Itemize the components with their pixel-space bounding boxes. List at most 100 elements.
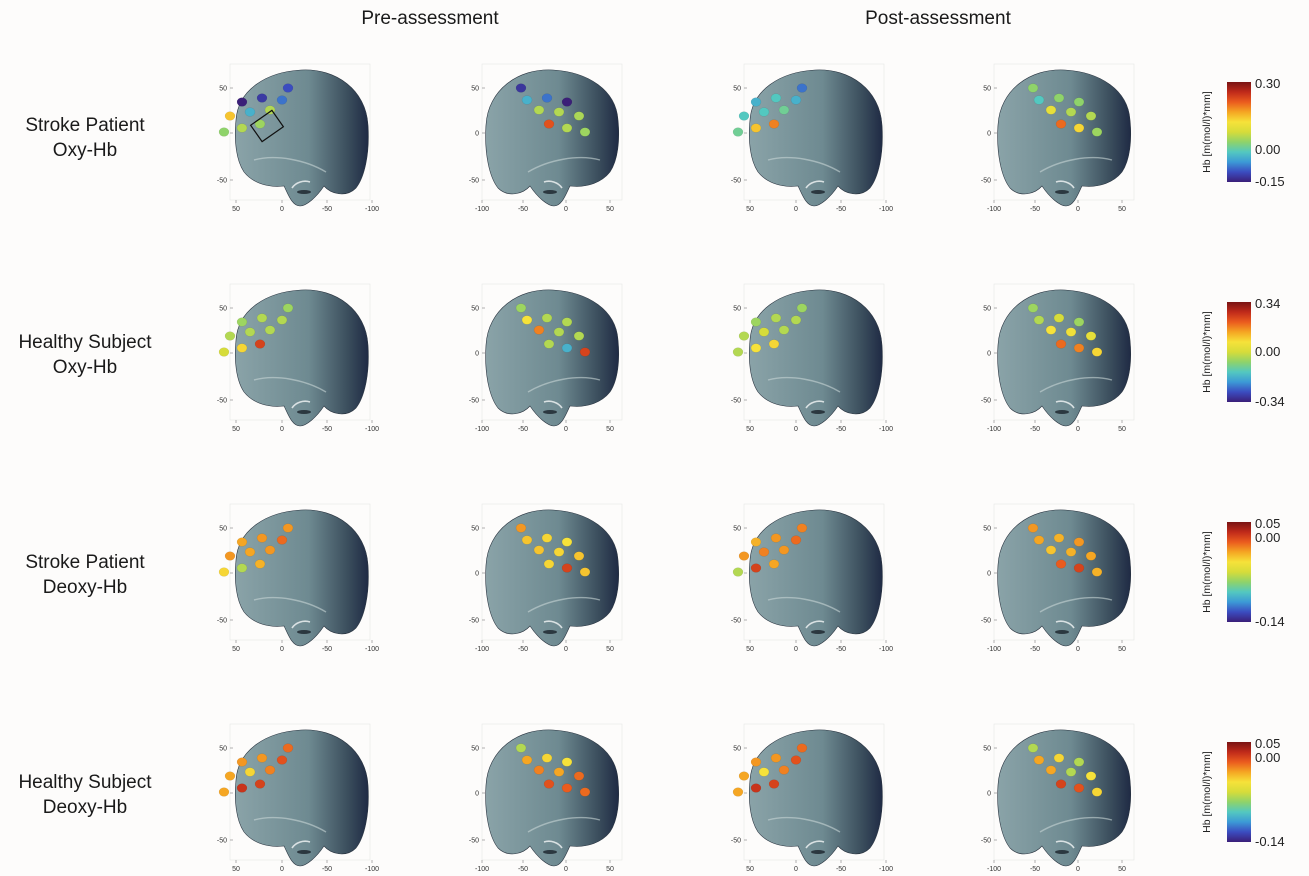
channel-marker xyxy=(1045,105,1057,115)
x-tick-label: -100 xyxy=(879,866,893,873)
channel-marker xyxy=(254,119,266,129)
colorbar-row3: Hb [m(mol/l)*mm] 0.050.00 -0.14 xyxy=(1201,516,1285,629)
channel-marker xyxy=(218,787,230,797)
channel-marker xyxy=(768,559,780,569)
channel-marker xyxy=(561,317,573,327)
row-label-healthy-oxy: Healthy Subject Oxy-Hb xyxy=(0,330,170,380)
channel-marker xyxy=(768,119,780,129)
channel-marker xyxy=(218,127,230,137)
channel-marker xyxy=(1085,331,1097,341)
channel-marker xyxy=(1027,743,1039,753)
x-tick-label: 0 xyxy=(280,426,284,433)
channel-marker xyxy=(264,545,276,555)
channel-marker xyxy=(758,767,770,777)
brain-surface xyxy=(234,729,369,867)
channel-marker xyxy=(1053,313,1065,323)
channel-marker xyxy=(256,753,268,763)
x-tick-label: 0 xyxy=(564,646,568,653)
channel-marker xyxy=(1085,551,1097,561)
colorbar-gradient xyxy=(1227,742,1251,842)
y-tick-label: 50 xyxy=(219,306,227,313)
row-label-line2: Oxy-Hb xyxy=(52,357,118,378)
x-tick-label: -50 xyxy=(518,646,528,653)
x-tick-label: 0 xyxy=(794,646,798,653)
channel-marker xyxy=(1073,757,1085,767)
brain-surface xyxy=(485,69,620,207)
channel-marker xyxy=(1053,533,1065,543)
colorbar-title: Hb [m(mol/l)*mm] xyxy=(1201,311,1213,393)
channel-marker xyxy=(1053,93,1065,103)
channel-marker xyxy=(1045,545,1057,555)
y-tick-label: 50 xyxy=(733,526,741,533)
channel-marker xyxy=(561,537,573,547)
channel-marker xyxy=(244,767,256,777)
y-tick-label: -50 xyxy=(731,618,741,625)
channel-marker xyxy=(796,83,808,93)
brain-surface xyxy=(997,289,1132,427)
y-tick-label: 50 xyxy=(219,86,227,93)
channel-marker xyxy=(796,743,808,753)
y-tick-label: 0 xyxy=(987,351,991,358)
colorbar-min-label: -0.14 xyxy=(1255,614,1285,629)
channel-marker xyxy=(750,317,762,327)
colorbar-title: Hb [m(mol/l)*mm] xyxy=(1201,91,1213,173)
colorbar-max-label: 0.05 xyxy=(1255,516,1280,531)
brain-surface xyxy=(748,509,883,647)
channel-marker xyxy=(533,105,545,115)
colorbar-max-label: 0.05 xyxy=(1255,736,1280,751)
channel-marker xyxy=(1033,755,1045,765)
y-tick-label: -50 xyxy=(981,838,991,845)
channel-marker xyxy=(256,93,268,103)
channel-marker xyxy=(1085,771,1097,781)
channel-marker xyxy=(579,787,591,797)
channel-marker xyxy=(282,83,294,93)
y-tick-label: -50 xyxy=(981,178,991,185)
brain-surface xyxy=(234,509,369,647)
channel-marker xyxy=(750,97,762,107)
channel-marker xyxy=(256,533,268,543)
channel-marker xyxy=(579,567,591,577)
x-tick-label: -50 xyxy=(836,866,846,873)
x-tick-label: -100 xyxy=(987,206,1001,213)
channel-marker xyxy=(236,783,248,793)
x-tick-label: -100 xyxy=(365,426,379,433)
x-tick-label: -100 xyxy=(987,646,1001,653)
channel-marker xyxy=(1027,303,1039,313)
channel-marker xyxy=(732,567,744,577)
channel-marker xyxy=(732,787,744,797)
channel-marker xyxy=(236,563,248,573)
channel-marker xyxy=(770,753,782,763)
x-tick-label: 50 xyxy=(1118,866,1126,873)
channel-marker xyxy=(573,111,585,121)
channel-marker xyxy=(276,535,288,545)
x-tick-label: -100 xyxy=(987,426,1001,433)
y-tick-label: -50 xyxy=(217,618,227,625)
x-tick-label: 50 xyxy=(232,426,240,433)
x-tick-label: 50 xyxy=(232,206,240,213)
row-label-line1: Stroke Patient xyxy=(25,115,145,136)
x-tick-label: -50 xyxy=(1030,206,1040,213)
x-tick-label: 50 xyxy=(606,646,614,653)
right-brain-view-r1-c4: 50 0 -50 -100 -50 0 50 xyxy=(981,63,1135,213)
colorbar-mid-label: 0.00 xyxy=(1255,750,1280,765)
channel-marker xyxy=(1027,523,1039,533)
y-tick-label: -50 xyxy=(731,398,741,405)
channel-marker xyxy=(244,547,256,557)
channel-marker xyxy=(543,339,555,349)
row-label-line1: Healthy Subject xyxy=(18,772,152,793)
channel-marker xyxy=(750,343,762,353)
y-tick-label: 0 xyxy=(987,131,991,138)
brain-surface xyxy=(997,509,1132,647)
channel-marker xyxy=(553,767,565,777)
colorbar-max-label: 0.34 xyxy=(1255,296,1280,311)
x-tick-label: 0 xyxy=(794,426,798,433)
channel-marker xyxy=(1085,111,1097,121)
channel-marker xyxy=(1053,753,1065,763)
channel-marker xyxy=(778,105,790,115)
y-tick-label: 50 xyxy=(733,306,741,313)
channel-marker xyxy=(236,97,248,107)
x-tick-label: -50 xyxy=(1030,426,1040,433)
